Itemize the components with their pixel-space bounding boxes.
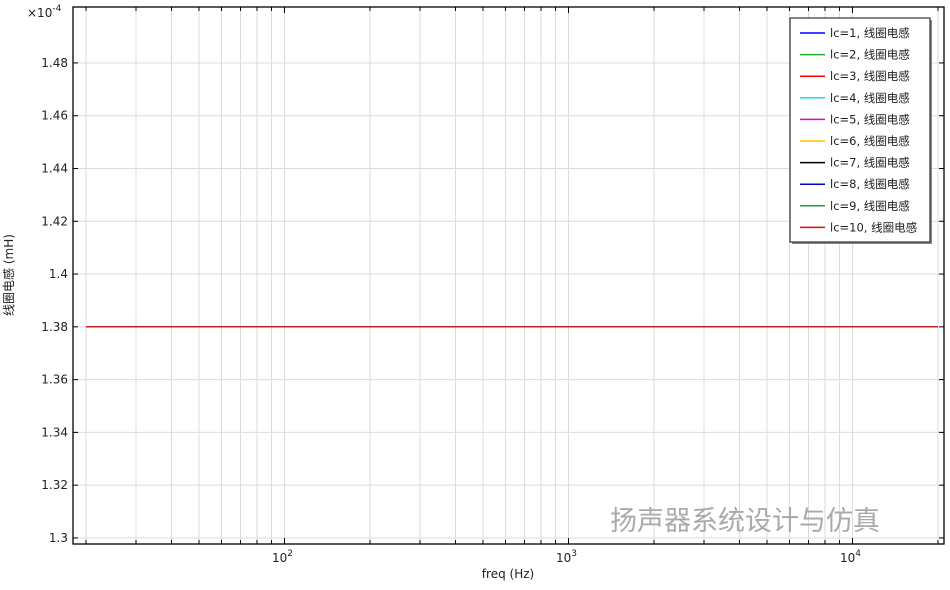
plot-frame [72,6,945,545]
legend-label: lc=2, 线圈电感 [830,48,910,62]
legend-label: lc=6, 线圈电感 [830,134,910,148]
y-tick-label: 1.3 [49,531,68,545]
y-scale-factor: ×10-4 [27,4,62,20]
y-tick-label: 1.32 [41,478,68,492]
legend-label: lc=3, 线圈电感 [830,69,910,83]
legend-label: lc=9, 线圈电感 [830,199,910,213]
legend-label: lc=8, 线圈电感 [830,177,910,191]
watermark: 扬声器系统设计与仿真 [610,506,880,537]
legend-label: lc=5, 线圈电感 [830,112,910,126]
y-tick-label: 1.36 [41,373,68,387]
y-axis-label: 线圈电感 (mH) [1,234,16,316]
x-tick-label: 102 [272,549,293,565]
legend-label: lc=4, 线圈电感 [830,91,910,105]
x-axis-label: freq (Hz) [482,567,534,581]
legend-label: lc=10, 线圈电感 [830,220,917,234]
legend-label: lc=1, 线圈电感 [830,26,910,40]
ticks: 1.3 1.32 1.34 1.36 1.38 1.4 1.42 1.44 1.46 1.48 10… [41,7,944,565]
y-tick-label: 1.34 [41,425,68,439]
y-tick-label: 1.38 [41,320,68,334]
x-tick-label: 104 [840,549,861,565]
y-tick-label: 1.42 [41,214,68,228]
y-tick-label: 1.48 [41,56,68,70]
legend-label: lc=7, 线圈电感 [830,156,910,170]
legend: lc=1, 线圈电感 lc=2, 线圈电感 lc=3, 线圈电感 lc=4, 线圈电感… [789,17,932,244]
x-tick-label: 103 [556,549,577,565]
y-tick-label: 1.4 [49,267,68,281]
y-tick-label: 1.44 [41,161,68,175]
y-tick-label: 1.46 [41,109,68,123]
